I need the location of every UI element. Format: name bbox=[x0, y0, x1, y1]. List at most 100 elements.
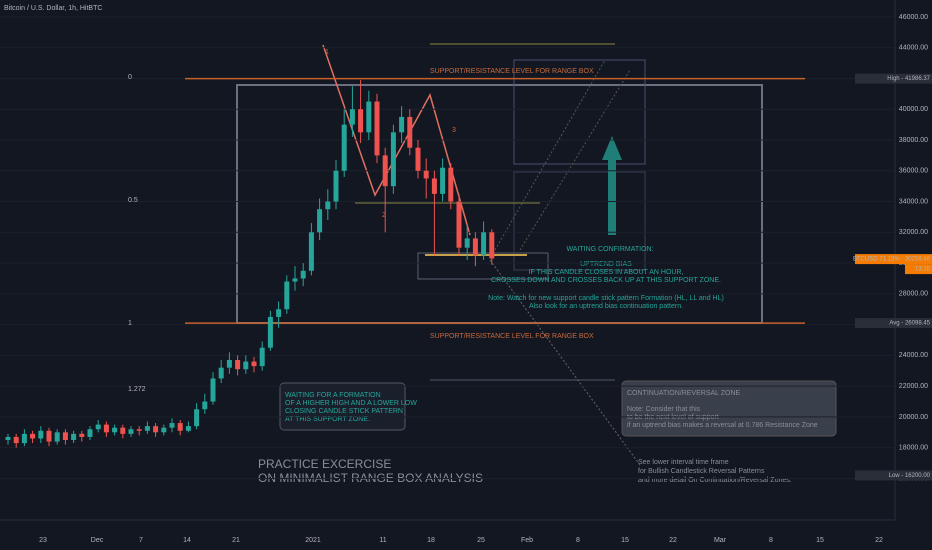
x-tick-label: 2021 bbox=[305, 537, 321, 544]
candle-body bbox=[292, 278, 298, 282]
y-tick-label: 28000.00 bbox=[899, 291, 928, 298]
price-label: Avg - 26098.45 bbox=[889, 321, 930, 327]
y-tick-label: 40000.00 bbox=[899, 106, 928, 113]
x-tick-label: 15 bbox=[816, 537, 824, 544]
zone-box bbox=[513, 171, 646, 271]
annotation: WAITING CONFIRMATION: bbox=[566, 246, 653, 253]
candle-body bbox=[358, 109, 364, 133]
annotation: PRACTICE EXCERCISE bbox=[258, 457, 391, 471]
candle-body bbox=[103, 424, 109, 433]
candle-body bbox=[276, 309, 282, 317]
fib-label: 0 bbox=[128, 74, 132, 81]
y-tick-label: 36000.00 bbox=[899, 168, 928, 175]
candle-body bbox=[194, 409, 200, 427]
fib-label: 1 bbox=[128, 320, 132, 327]
annotation: SUPPORT/RESISTANCE LEVEL FOR RANGE BOX bbox=[430, 68, 594, 75]
x-tick-label: 14 bbox=[183, 537, 191, 544]
x-tick-label: 15 bbox=[621, 537, 629, 544]
candle-body bbox=[120, 427, 126, 434]
note-box bbox=[621, 380, 837, 437]
y-tick-label: 32000.00 bbox=[899, 229, 928, 236]
annotation: CROSSES DOWN AND CROSSES BACK UP AT THIS… bbox=[491, 277, 721, 284]
candle-body bbox=[374, 101, 380, 156]
x-tick-label: Dec bbox=[91, 537, 104, 544]
candle-body bbox=[136, 429, 142, 431]
x-tick-label: 8 bbox=[769, 537, 773, 544]
annotation: IF THIS CANDLE CLOSES IN ABOUT AN HOUR, bbox=[529, 269, 684, 276]
countdown-tag bbox=[905, 264, 932, 275]
candle-body bbox=[489, 232, 495, 259]
wave-label: 1 bbox=[325, 49, 329, 56]
x-tick-label: 22 bbox=[669, 537, 677, 544]
annotation: WAITING FOR A FORMATION bbox=[285, 392, 381, 399]
candle-body bbox=[415, 147, 421, 171]
candle-body bbox=[308, 232, 314, 271]
annotation: SUPPORT/RESISTANCE LEVEL FOR RANGE BOX bbox=[430, 333, 594, 340]
candle-body bbox=[300, 270, 306, 279]
y-tick-label: 20000.00 bbox=[899, 414, 928, 421]
price-label: High - 41986.37 bbox=[887, 76, 930, 82]
candle-body bbox=[71, 433, 77, 440]
candle-body bbox=[267, 316, 273, 348]
candle-body bbox=[30, 433, 36, 439]
candle-body bbox=[79, 433, 85, 437]
candle-body bbox=[325, 201, 331, 210]
price-label: Low - 16200.00 bbox=[889, 473, 931, 479]
candle-body bbox=[144, 426, 150, 431]
wave-label: 2 bbox=[382, 212, 386, 219]
fib-label: 0.5 bbox=[128, 197, 138, 204]
candle-body bbox=[399, 116, 405, 133]
x-tick-label: 11 bbox=[379, 537, 386, 544]
candle-body bbox=[448, 167, 454, 202]
candle-body bbox=[202, 401, 208, 410]
y-tick-label: 34000.00 bbox=[899, 198, 928, 205]
candle-body bbox=[317, 209, 323, 233]
countdown: 13:15 bbox=[915, 267, 931, 273]
candle-body bbox=[456, 201, 462, 248]
candle-body bbox=[5, 436, 11, 440]
annotation: CONTINUATION/REVERSAL ZONE bbox=[627, 390, 741, 397]
price-tag bbox=[855, 318, 932, 329]
x-tick-label: 23 bbox=[39, 537, 47, 544]
candle-body bbox=[390, 132, 396, 187]
annotation: UPTREND BIAS bbox=[580, 261, 632, 268]
wave-label: 3 bbox=[452, 127, 456, 134]
candle-body bbox=[333, 170, 339, 202]
candle-body bbox=[38, 430, 44, 439]
candle-body bbox=[46, 430, 52, 442]
zone-box bbox=[513, 59, 646, 165]
annotation: AT THIS SUPPORT ZONE. bbox=[285, 416, 370, 423]
candle-body bbox=[243, 361, 249, 370]
annotation: and more detail On Continuation/Reversal… bbox=[638, 477, 792, 484]
candle-body bbox=[481, 232, 487, 256]
candle-body bbox=[423, 170, 429, 179]
price-tag bbox=[855, 254, 932, 265]
y-tick-label: 38000.00 bbox=[899, 137, 928, 144]
x-tick-label: Feb bbox=[521, 537, 533, 544]
candle-body bbox=[112, 427, 118, 433]
fib-label: 1.272 bbox=[128, 386, 146, 393]
candle-body bbox=[382, 155, 388, 187]
annotation: CLOSING CANDLE STICK PATTERN bbox=[285, 408, 403, 415]
candle-body bbox=[366, 101, 372, 133]
candle-body bbox=[235, 360, 241, 370]
candle-body bbox=[341, 124, 347, 171]
candle-body bbox=[218, 367, 224, 379]
candle-body bbox=[349, 109, 355, 125]
candle-body bbox=[226, 360, 232, 368]
candle-body bbox=[177, 423, 183, 431]
y-tick-label: 24000.00 bbox=[899, 352, 928, 359]
candle-body bbox=[464, 238, 470, 248]
candle-body bbox=[284, 281, 290, 310]
x-tick-label: 18 bbox=[427, 537, 435, 544]
x-tick-label: 22 bbox=[875, 537, 883, 544]
y-tick-label: 18000.00 bbox=[899, 445, 928, 452]
x-tick-label: 25 bbox=[477, 537, 485, 544]
candle-body bbox=[153, 426, 159, 433]
x-tick-label: 8 bbox=[576, 537, 580, 544]
y-tick-label: 22000.00 bbox=[899, 383, 928, 390]
candle-body bbox=[472, 238, 478, 256]
candle-body bbox=[87, 429, 93, 437]
candle-body bbox=[210, 378, 216, 402]
chart-title: Bitcoin / U.S. Dollar, 1h, HitBTC bbox=[4, 5, 102, 12]
